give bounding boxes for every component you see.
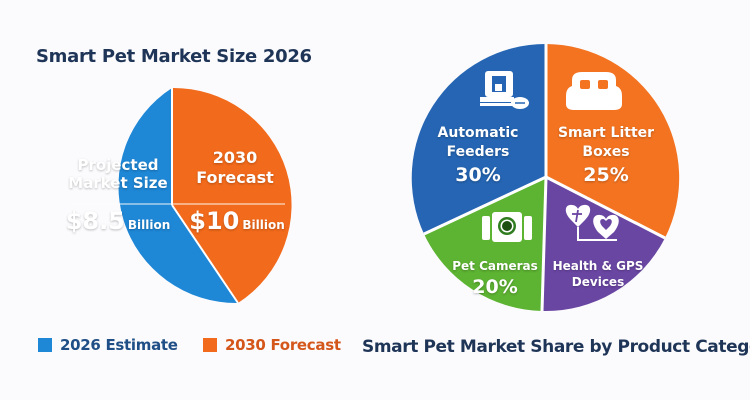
slice-label-line1: Smart Litter [557,125,655,141]
slice-label-line1: Projected [77,156,159,174]
slice-label-line2: Feeders [446,144,510,160]
slice-percent: 25% [583,164,629,186]
legend-swatch [203,338,217,352]
slice-unit: Billion [242,218,285,232]
slice-label-line1: Automatic [437,125,519,141]
legend-item-2030-forecast: 2030 Forecast [203,336,341,354]
slice-dividers [423,44,666,312]
pie-slice-pet-cameras [424,177,546,311]
health-gps-icon [565,204,619,241]
slice-divider [171,204,239,304]
slice-percent: 20% [472,276,518,298]
legend-label: 2030 Forecast [225,336,341,354]
slice-percent: 30% [455,164,501,186]
legend-item-2026-estimate: 2026 Estimate [38,336,178,354]
feeder-icon [480,71,529,109]
slice-label-line1: Health & GPS [552,259,644,273]
slice-label-line1: Pet Cameras [452,259,538,273]
slice-value: $8.5 [65,207,125,235]
pie-slice-2026-estimate [118,88,238,304]
left-chart-title: Smart Pet Market Size 2026 [36,46,312,67]
legend-label: 2026 Estimate [60,336,178,354]
legend-swatch [38,338,52,352]
right-chart-title: Smart Pet Market Share by Product Catego… [362,337,750,357]
slice-unit: Billion [127,218,171,232]
slice-label-line1: 2030 [212,148,258,167]
litter-box-icon [566,72,622,110]
slice-label-line2: Market Size [68,174,168,192]
slice-label-line2: Devices [571,275,625,289]
camera-icon [482,212,532,242]
slice-value: $10 [189,207,240,235]
slice-label-line2: Boxes [582,144,630,160]
slice-label-line2: Forecast [196,168,274,187]
